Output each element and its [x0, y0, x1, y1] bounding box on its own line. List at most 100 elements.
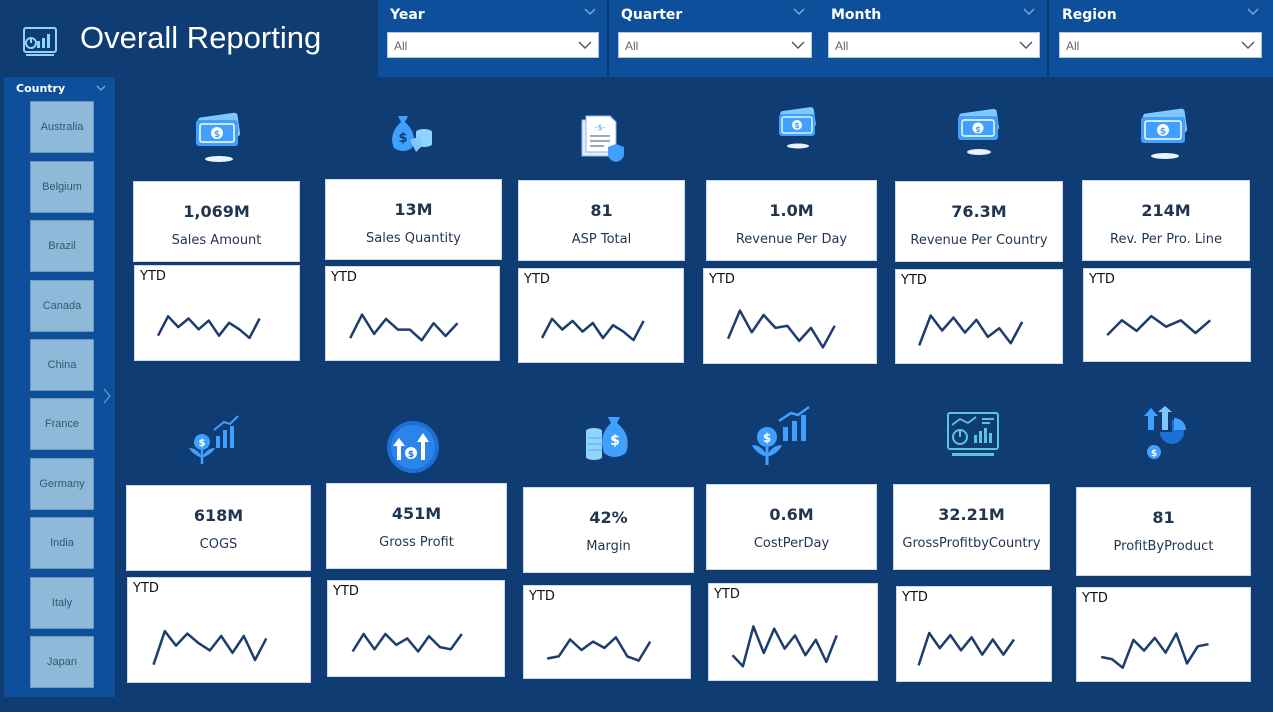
sparkline-series — [540, 317, 645, 342]
quarter-select-value: All — [625, 39, 639, 53]
sparkline-series — [1106, 314, 1212, 336]
sparkline-card: YTD — [325, 266, 500, 361]
sparkline-label: YTD — [1082, 591, 1108, 606]
sparkline-chart — [1100, 632, 1209, 669]
country-button-japan[interactable]: Japan — [30, 636, 94, 688]
country-button-belgium[interactable]: Belgium — [30, 161, 94, 213]
sparkline-series — [1100, 632, 1209, 669]
sparkline-chart — [156, 315, 261, 340]
kpi-label: Revenue Per Country — [910, 233, 1048, 248]
sparkline-label: YTD — [140, 269, 166, 284]
country-button-china[interactable]: China — [30, 339, 94, 391]
country-button-brazil[interactable]: Brazil — [30, 220, 94, 272]
sparkline-card: YTD — [327, 580, 505, 677]
money-bags-icon: $ — [392, 116, 432, 152]
kpi-label: Gross Profit — [379, 535, 454, 550]
sparkline-series — [917, 631, 1016, 666]
chevron-down-icon — [791, 41, 805, 49]
country-button-germany[interactable]: Germany — [30, 458, 94, 510]
sparkline-chart — [546, 636, 652, 662]
sparkline-chart — [917, 631, 1016, 666]
kpi-card-rev-per-pro-line: 214M Rev. Per Pro. Line — [1082, 180, 1250, 261]
sparkline-series — [546, 636, 652, 662]
sparkline-label: YTD — [901, 273, 927, 288]
chevron-down-icon[interactable] — [793, 8, 805, 16]
chevron-down-icon — [578, 41, 592, 49]
kpi-label: ASP Total — [571, 232, 632, 247]
chevron-down-icon[interactable] — [96, 85, 106, 92]
region-select[interactable]: All — [1059, 32, 1262, 58]
kpi-label: Rev. Per Pro. Line — [1110, 232, 1222, 247]
month-filter: Month All — [819, 0, 1047, 77]
money-bill-icon: $ — [958, 108, 999, 155]
profit-circle-icon: $ — [387, 421, 439, 473]
country-button-italy[interactable]: Italy — [30, 577, 94, 629]
chevron-down-icon[interactable] — [1247, 8, 1259, 16]
kpi-label: ProfitByProduct — [1113, 539, 1214, 554]
quarter-select[interactable]: All — [618, 32, 812, 58]
kpi-value: 81 — [1152, 508, 1175, 527]
kpi-card-profit-by-product: 81 ProfitByProduct — [1076, 487, 1251, 576]
sparkline-chart — [540, 317, 645, 342]
svg-text:$: $ — [408, 450, 414, 460]
month-select[interactable]: All — [828, 32, 1040, 58]
svg-text:$: $ — [794, 121, 800, 130]
sparkline-card: YTD — [127, 577, 311, 683]
sparkline-label: YTD — [331, 270, 357, 285]
sparkline-series — [156, 315, 261, 340]
money-bill-icon: $ — [779, 107, 816, 149]
kpi-label: Revenue Per Day — [735, 232, 848, 247]
sparkline-card: YTD — [703, 268, 877, 364]
sparkline-series — [152, 629, 268, 666]
region-select-value: All — [1066, 39, 1080, 53]
chevron-down-icon[interactable] — [584, 8, 596, 16]
kpi-label: COGS — [199, 537, 238, 552]
kpi-card-gross-profit: 451M Gross Profit — [326, 483, 507, 569]
year-select-value: All — [394, 39, 408, 53]
country-button-india[interactable]: India — [30, 517, 94, 569]
filter-divider — [607, 0, 609, 77]
kpi-card-cogs: 618M COGS — [126, 485, 311, 571]
growth-plant-icon: $ — [189, 415, 239, 464]
svg-text:$: $ — [214, 130, 220, 140]
svg-text:$: $ — [763, 431, 771, 445]
chevron-down-icon[interactable] — [1023, 8, 1035, 16]
kpi-value: 618M — [193, 506, 244, 525]
chevron-right-icon[interactable] — [102, 387, 112, 405]
country-button-australia[interactable]: Australia — [30, 101, 94, 153]
kpi-card-gross-profit-by-country: 32.21M GrossProfitbyCountry — [893, 484, 1050, 570]
filter-divider — [1047, 0, 1049, 77]
country-slicer: Country Australia Belgium Brazil Canada … — [4, 77, 115, 697]
kpi-value: 1.0M — [769, 201, 814, 220]
sparkline-card: YTD — [518, 268, 684, 363]
sparkline-label: YTD — [1089, 272, 1115, 287]
svg-text:$: $ — [398, 131, 407, 146]
quarter-filter: Quarter All — [609, 0, 817, 77]
kpi-card-margin: 42% Margin — [523, 487, 694, 573]
sparkline-series — [731, 625, 838, 668]
kpi-value: 451M — [391, 504, 442, 523]
filter-bar: Year All Quarter All Month All Region Al… — [378, 0, 1273, 77]
country-button-france[interactable]: France — [30, 398, 94, 450]
year-select[interactable]: All — [387, 32, 599, 58]
kpi-value: 1,069M — [183, 202, 250, 221]
sparkline-label: YTD — [902, 590, 928, 605]
kpi-label: Margin — [586, 539, 631, 554]
svg-text:$: $ — [1151, 449, 1157, 459]
sparkline-series — [918, 314, 1024, 346]
kpi-value: 76.3M — [951, 202, 1007, 221]
sparkline-card: YTD — [896, 586, 1052, 682]
month-filter-label: Month — [831, 7, 882, 23]
svg-text:-$-: -$- — [595, 123, 606, 132]
sparkline-chart — [726, 309, 836, 349]
sparkline-chart — [918, 314, 1024, 346]
sparkline-label: YTD — [529, 589, 555, 604]
country-button-canada[interactable]: Canada — [30, 280, 94, 332]
svg-text:$: $ — [610, 433, 620, 449]
chevron-down-icon — [1019, 41, 1033, 49]
sparkline-chart — [152, 629, 268, 666]
kpi-value: 214M — [1141, 201, 1191, 220]
kpi-card-sales-amount: 1,069M Sales Amount — [133, 181, 300, 262]
sparkline-card: YTD — [134, 265, 300, 361]
sparkline-card: YTD — [1076, 587, 1251, 682]
